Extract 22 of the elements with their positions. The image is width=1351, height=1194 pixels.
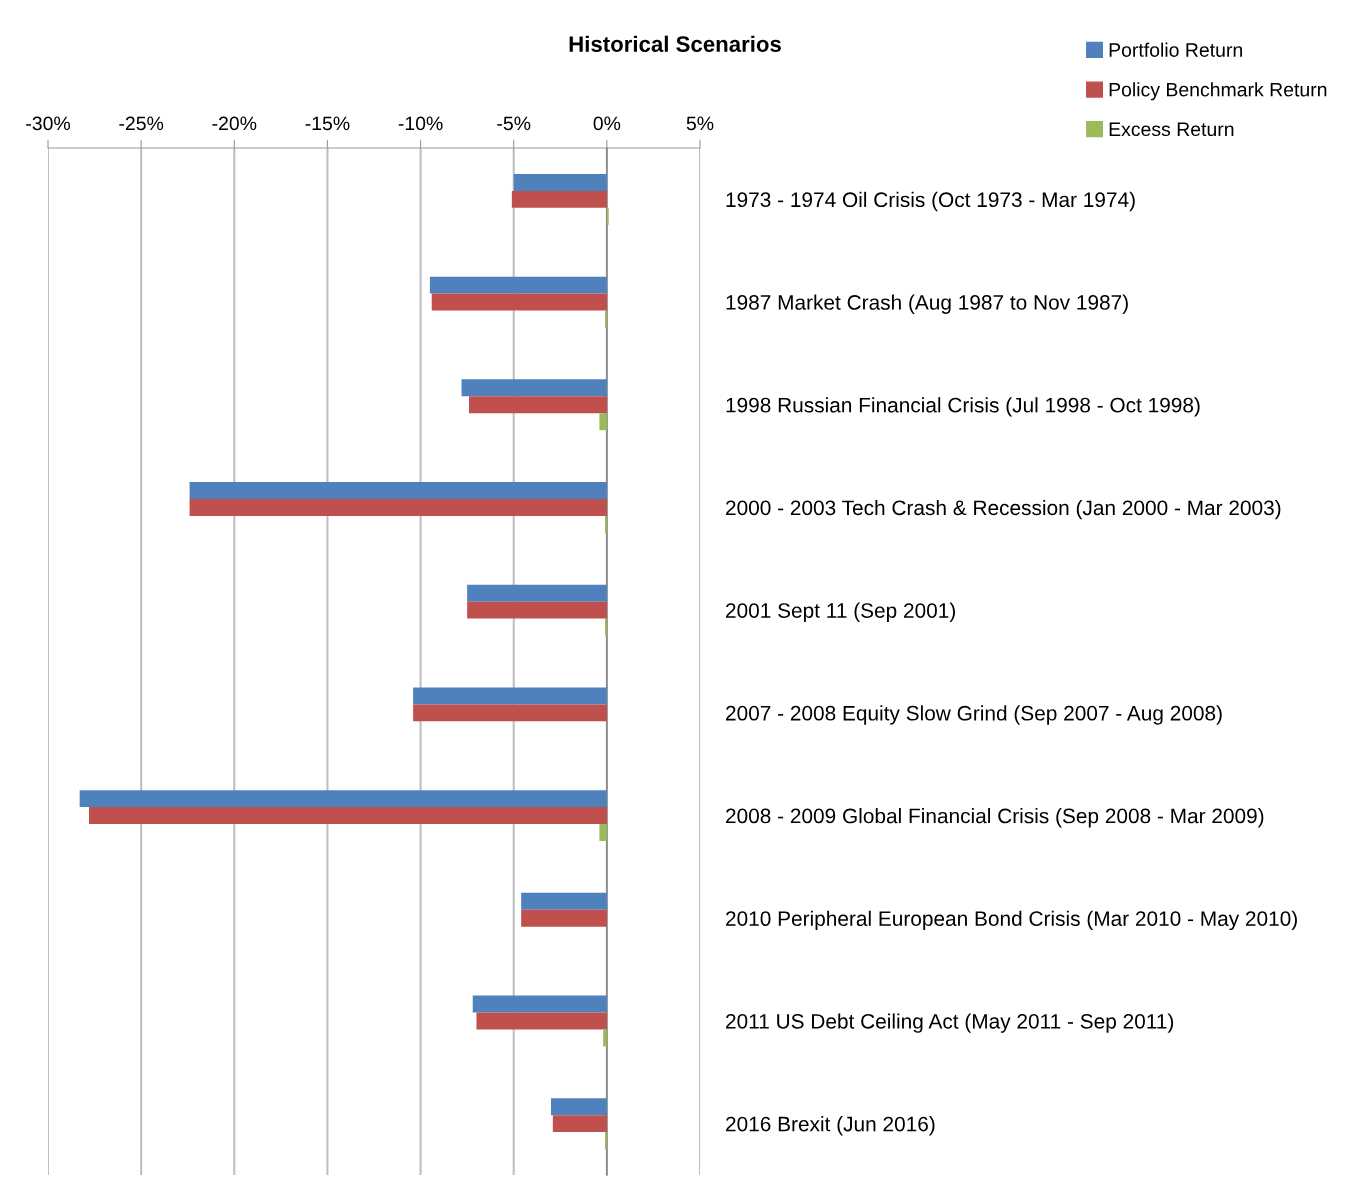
legend-label: Policy Benchmark Return [1109, 82, 1327, 101]
y-tick-label: 2008 - 2009 Global Financial Crisis (Sep 2008 - Mar 2009) [726, 808, 1264, 828]
y-tick-label: 2000 - 2003 Tech Crash & Recession (Jan 2000 - Mar 2003) [726, 499, 1281, 520]
x-tick-label: 5% [686, 116, 714, 131]
y-tick-label: 1987 Market Crash (Aug 1987 to Nov 1987) [726, 294, 1128, 314]
y-tick-label: 2011 US Debt Ceiling Act (May 2011 - Sep 2011) [726, 1013, 1174, 1033]
legend-label: Portfolio Return [1109, 42, 1242, 57]
legend-label: Excess Return [1109, 122, 1234, 137]
x-tick-label: -25% [119, 116, 164, 131]
x-tick-label: -30% [26, 116, 71, 131]
x-tick-label: -10% [398, 116, 443, 131]
x-tick-label: -20% [212, 116, 257, 131]
y-tick-label: 2001 Sept 11 (Sep 2001) [726, 602, 955, 623]
y-tick-label: 2016 Brexit (Jun 2016) [726, 1116, 935, 1136]
x-tick-label: -15% [305, 116, 350, 131]
y-tick-label: 1998 Russian Financial Crisis (Jul 1998 - Oct 1998) [726, 397, 1200, 417]
y-tick-label: 2007 - 2008 Equity Slow Grind (Sep 2007 - Aug 2008) [726, 705, 1222, 725]
y-tick-label: 1973 - 1974 Oil Crisis (Oct 1973 - Mar 1974) [726, 191, 1135, 212]
y-tick-label: 2010 Peripheral European Bond Crisis (Mar 2010 - May 2010) [726, 910, 1297, 931]
chart-title: Historical Scenarios [569, 35, 781, 52]
x-tick-label: 0% [593, 116, 621, 131]
x-tick-label: -5% [497, 116, 531, 131]
